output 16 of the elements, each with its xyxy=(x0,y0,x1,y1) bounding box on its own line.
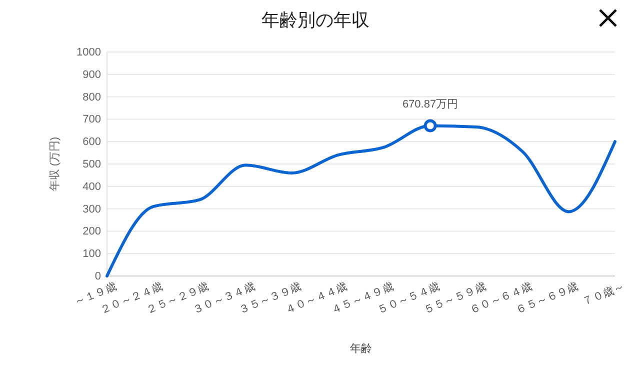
y-tick-label: 1000 xyxy=(76,46,101,59)
x-axis-title: 年齢 xyxy=(350,343,372,355)
y-tick-label: 400 xyxy=(82,180,101,193)
y-tick-label: 100 xyxy=(82,248,101,260)
y-tick-label: 300 xyxy=(82,203,101,216)
annotation: 670.87万円 xyxy=(402,98,458,111)
chart-title: 年齢別の年収 xyxy=(262,10,370,30)
y-tick-label: 600 xyxy=(82,136,101,148)
y-tick-label: 500 xyxy=(82,158,101,171)
y-tick-label: 800 xyxy=(82,91,101,104)
y-axis-title: 年収 (万円) xyxy=(48,136,61,192)
y-tick-label: 200 xyxy=(82,226,101,238)
y-tick-label: 900 xyxy=(82,68,101,81)
y-tick-label: 0 xyxy=(94,270,101,283)
y-tick-label: 700 xyxy=(82,114,101,126)
x-tick-label: ７０歳～ xyxy=(580,280,626,308)
